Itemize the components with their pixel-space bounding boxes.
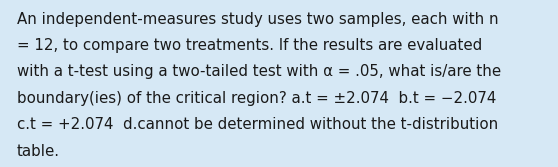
Text: table.: table. — [17, 144, 60, 159]
Text: = 12, to compare two treatments. If the results are evaluated: = 12, to compare two treatments. If the … — [17, 38, 482, 53]
Text: boundary(ies) of the critical region? a.t = ±2.074  b.t = −2.074: boundary(ies) of the critical region? a.… — [17, 91, 496, 106]
Text: with a t-test using a two-tailed test with α = .05, what is/are the: with a t-test using a two-tailed test wi… — [17, 64, 501, 79]
Text: An independent-measures study uses two samples, each with n: An independent-measures study uses two s… — [17, 12, 498, 27]
Text: c.t = +2.074  d.cannot be determined without the t-distribution: c.t = +2.074 d.cannot be determined with… — [17, 117, 498, 132]
